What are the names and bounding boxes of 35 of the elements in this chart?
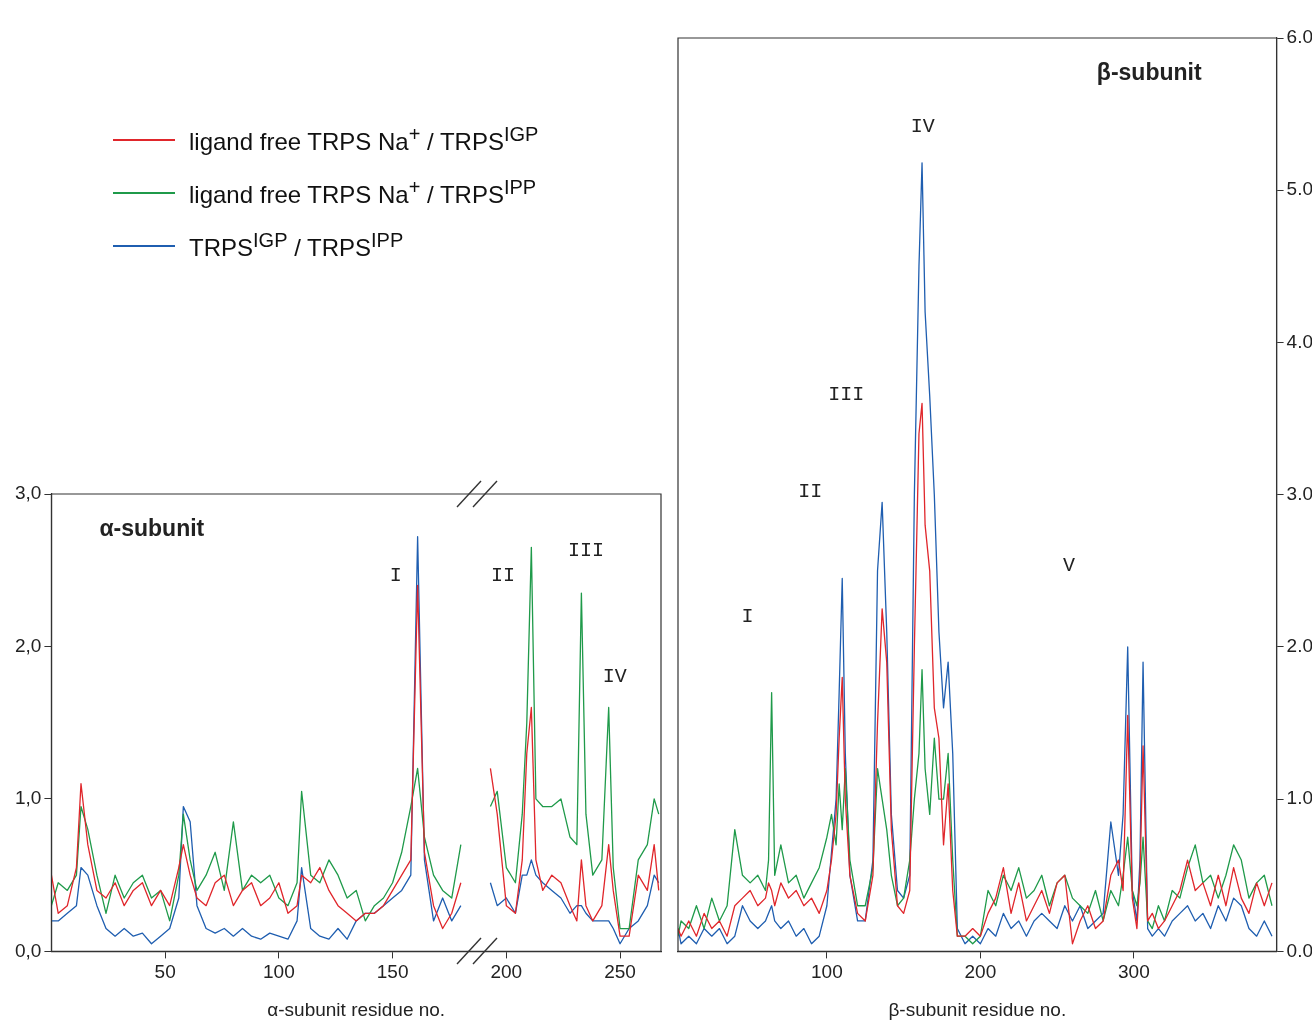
annotation: II bbox=[798, 480, 823, 504]
annotation: II bbox=[491, 564, 516, 588]
y-tick-label: 5.0 bbox=[1286, 178, 1312, 200]
x-tick-label: 200 bbox=[964, 961, 997, 983]
legend-label: ligand free TRPS Na$^{+}$ / TRPS$^{IGP}$ bbox=[189, 123, 539, 156]
x-tick-label: 150 bbox=[376, 961, 409, 983]
legend-label: ligand free TRPS Na$^{+}$ / TRPS$^{IPP}$ bbox=[189, 176, 537, 209]
x-tick-label: 300 bbox=[1118, 961, 1150, 983]
x-tick-label: 50 bbox=[154, 961, 176, 983]
x-tick-label: 100 bbox=[263, 961, 295, 983]
annotation: IV bbox=[602, 665, 627, 689]
annotation: IV bbox=[910, 114, 935, 138]
legend-label: TRPS$^{IGP}$ / TRPS$^{IPP}$ bbox=[189, 229, 404, 262]
y-tick-label: 3,0 bbox=[14, 482, 42, 504]
text: α-subunit bbox=[99, 515, 205, 542]
annotation: III bbox=[828, 382, 865, 406]
y-tick-label: 0,0 bbox=[14, 939, 42, 961]
annotation: I bbox=[389, 564, 402, 588]
x-axis-title: β-subunit residue no. bbox=[888, 998, 1067, 1020]
x-tick-label: 100 bbox=[811, 961, 843, 983]
y-tick-label: 1.0 bbox=[1286, 787, 1312, 809]
text: β-subunit bbox=[1096, 59, 1202, 86]
x-axis-title: α-subunit residue no. bbox=[267, 998, 446, 1020]
x-tick-label: 200 bbox=[490, 961, 523, 983]
y-tick-label: 6.0 bbox=[1286, 26, 1312, 48]
y-tick-label: 4.0 bbox=[1286, 330, 1312, 352]
y-tick-label: 1,0 bbox=[14, 787, 42, 809]
annotation: V bbox=[1062, 554, 1075, 578]
y-tick-label: 2.0 bbox=[1286, 635, 1312, 657]
y-tick-label: 0.0 bbox=[1286, 939, 1312, 961]
y-tick-label: 2,0 bbox=[14, 634, 42, 656]
x-tick-label: 250 bbox=[604, 961, 636, 983]
annotation: I bbox=[741, 605, 754, 629]
annotation: III bbox=[568, 539, 605, 563]
y-tick-label: 3.0 bbox=[1286, 482, 1312, 504]
